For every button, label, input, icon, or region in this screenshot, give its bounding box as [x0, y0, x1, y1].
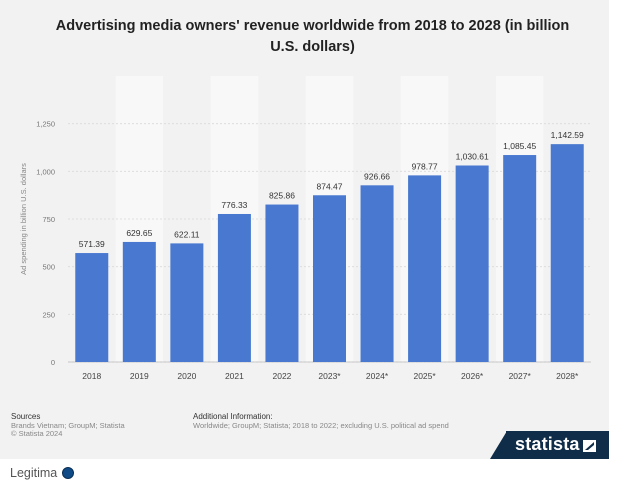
- sources-block: Sources Brands Vietnam; GroupM; Statista…: [11, 412, 125, 439]
- brand-tab-notch: [490, 431, 507, 459]
- data-label: 629.65: [126, 228, 152, 238]
- data-label: 622.11: [174, 229, 200, 239]
- additional-info-block: Additional Information: Worldwide; Group…: [193, 412, 449, 430]
- bar: [122, 241, 156, 362]
- x-tick-label: 2019: [130, 371, 149, 381]
- bar-chart: 0 250 500 750 1,000 1,250 Ad spending in billi…: [19, 119, 591, 381]
- x-tick-label: 2026*: [461, 371, 484, 381]
- bar: [75, 253, 109, 362]
- bar: [360, 185, 394, 362]
- data-label: 571.39: [79, 239, 105, 249]
- statista-logo-icon: [583, 440, 596, 452]
- y-tick-label: 1,000: [36, 167, 55, 176]
- data-label: 1,030.61: [456, 151, 489, 161]
- x-tick-label: 2028*: [556, 371, 579, 381]
- data-label: 874.47: [317, 181, 343, 191]
- x-tick-label: 2027*: [509, 371, 532, 381]
- data-label: 978.77: [412, 161, 438, 171]
- x-tick-label: 2022: [272, 371, 291, 381]
- y-tick-label: 250: [42, 310, 55, 319]
- bar: [503, 155, 537, 362]
- x-tick-label: 2018: [82, 371, 101, 381]
- brand-name[interactable]: statista: [515, 434, 580, 454]
- chart-title: Advertising media owners' revenue worldw…: [55, 18, 570, 55]
- y-tick-label: 1,250: [36, 120, 55, 129]
- data-label: 1,085.45: [503, 141, 536, 151]
- y-tick-label: 0: [51, 358, 55, 367]
- bar: [217, 213, 251, 362]
- sources-line: Brands Vietnam; GroupM; Statista: [11, 420, 125, 430]
- bar: [313, 195, 346, 362]
- data-label: 1,142.59: [551, 130, 584, 140]
- x-tick-label: 2023*: [318, 371, 341, 381]
- overlay-label[interactable]: Legitima: [10, 466, 75, 480]
- status-dot-icon: [62, 467, 75, 479]
- copyright-line: © Statista 2024: [11, 429, 63, 438]
- bar: [408, 175, 442, 362]
- x-tick-label: 2025*: [413, 371, 436, 381]
- bar: [455, 165, 489, 362]
- additional-info-line: Worldwide; GroupM; Statista; 2018 to 202…: [193, 420, 449, 430]
- data-label: 926.66: [364, 171, 390, 181]
- x-tick-label: 2020: [177, 371, 196, 381]
- x-tick-label: 2021: [225, 371, 244, 381]
- data-label: 776.33: [221, 200, 247, 210]
- additional-info-heading: Additional Information:: [193, 412, 273, 421]
- y-axis-label: Ad spending in billion U.S. dollars: [19, 163, 28, 275]
- y-tick-label: 750: [42, 215, 55, 224]
- sources-heading: Sources: [11, 412, 41, 421]
- chart-card: Advertising media owners' revenue worldw…: [0, 0, 609, 459]
- overlay-text: Legitima: [10, 466, 58, 480]
- bar: [550, 144, 584, 362]
- y-tick-label: 500: [42, 263, 55, 272]
- bar: [170, 243, 204, 362]
- bar: [265, 204, 299, 362]
- data-label: 825.86: [269, 191, 295, 201]
- x-tick-label: 2024*: [366, 371, 389, 381]
